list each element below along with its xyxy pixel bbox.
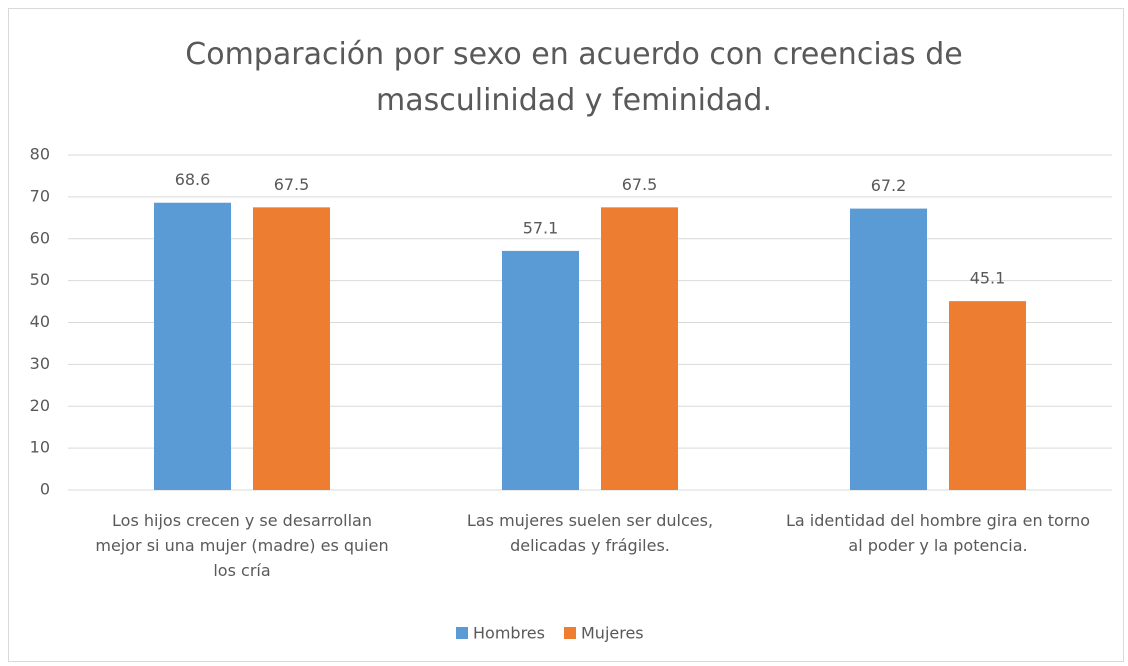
data-label: 68.6: [175, 170, 211, 189]
y-tick-label: 40: [30, 312, 50, 331]
data-label: 67.5: [622, 175, 658, 194]
bar: [601, 207, 678, 490]
data-label: 67.5: [274, 175, 310, 194]
data-label: 67.2: [871, 176, 907, 195]
y-tick-label: 50: [30, 270, 50, 289]
y-tick-label: 0: [40, 480, 50, 499]
y-tick-label: 80: [30, 145, 50, 164]
data-label: 57.1: [523, 218, 559, 237]
x-tick-label: Los hijos crecen y se desarrollan mejor …: [95, 511, 389, 580]
x-tick-label: Las mujeres suelen ser dulces, delicadas…: [466, 511, 714, 555]
x-tick-label: La identidad del hombre gira en torno al…: [785, 511, 1091, 555]
bar: [850, 208, 927, 490]
bar: [154, 202, 231, 491]
legend-swatch: [456, 627, 468, 639]
bar: [253, 207, 330, 490]
y-tick-label: 20: [30, 396, 50, 415]
y-tick-label: 30: [30, 354, 50, 373]
chart-title: Comparación por sexo en acuerdo con cree…: [185, 37, 963, 118]
y-tick-label: 60: [30, 228, 50, 247]
legend-swatch: [564, 627, 576, 639]
data-label: 45.1: [970, 269, 1006, 288]
y-tick-label: 10: [30, 438, 50, 457]
chart-border: [8, 8, 1124, 662]
bar: [502, 250, 579, 490]
y-tick-label: 70: [30, 186, 50, 205]
legend-label: Mujeres: [581, 624, 644, 643]
bar: [949, 301, 1026, 490]
legend-label: Hombres: [473, 624, 545, 643]
